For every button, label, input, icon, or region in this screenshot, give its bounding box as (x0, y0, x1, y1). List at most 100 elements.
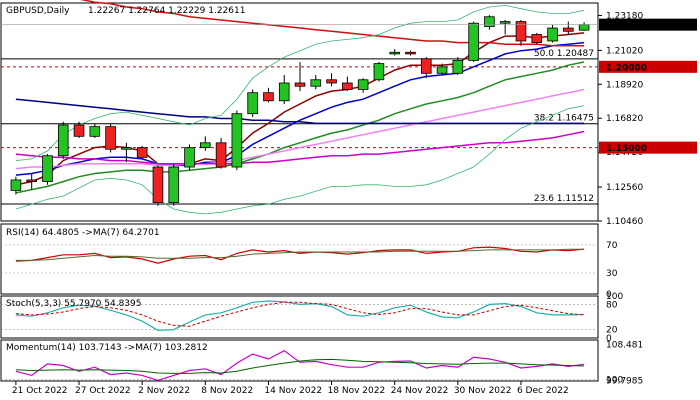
candle-body (326, 79, 337, 84)
candle-body (452, 59, 464, 74)
candle-body (26, 179, 37, 182)
y-tick-label: 0 (606, 334, 612, 344)
y-tick-label: 100 (606, 376, 623, 386)
y-tick-label: 30 (606, 269, 618, 279)
x-tick-label: 30 Nov 2022 (454, 386, 512, 396)
level-price-label: 1.15000 (606, 144, 647, 154)
candle-body (515, 21, 527, 42)
candle-body (547, 27, 558, 42)
candle-body (136, 147, 148, 158)
candle-body (42, 155, 53, 182)
y-tick-label: 80 (606, 300, 618, 310)
series-line-0 (15, 300, 585, 332)
series-line-0 (15, 349, 585, 382)
candle-body (357, 79, 369, 90)
y-tick-label: 99.7985 (606, 376, 643, 386)
x-tick-label: 14 Nov 2022 (264, 386, 322, 396)
series-line-1 (15, 248, 585, 261)
y-tick-label: 1.18920 (606, 80, 643, 90)
candle-body (215, 142, 227, 168)
y-tick-label: 1.21020 (606, 46, 643, 56)
x-tick-label: 18 Nov 2022 (328, 386, 386, 396)
candle-body (105, 126, 116, 150)
series-line-0 (15, 246, 585, 264)
candle-body (310, 79, 322, 87)
candle-body (436, 66, 448, 74)
candle-body (231, 113, 243, 168)
candle-body (89, 126, 101, 137)
overlay-line-3 (15, 88, 585, 170)
candle-body (294, 82, 306, 87)
overlay-line-6 (15, 98, 585, 125)
candle-body (168, 166, 180, 203)
x-tick-label: 6 Dec 2022 (517, 386, 569, 396)
overlay-line-5 (80, 0, 585, 47)
y-tick-label: 1.12560 (606, 183, 643, 193)
candle-body (420, 58, 432, 74)
candle-body (389, 51, 400, 55)
pane-border (0, 339, 599, 382)
series-line-1 (15, 301, 585, 327)
level-price-box (599, 141, 697, 154)
x-tick-label: 24 Nov 2022 (391, 386, 449, 396)
candle-body (578, 24, 590, 31)
overlay-line-7 (15, 4, 585, 161)
candle-body (184, 147, 195, 168)
rsi-pane: 70 30 0 (0, 223, 618, 300)
candle-body (152, 166, 164, 203)
candle-body (57, 124, 69, 157)
level-price-label: 1.20000 (606, 63, 647, 73)
fib-level-label: 38.2 1.16475 (534, 114, 594, 124)
candle-body (10, 179, 22, 191)
momentum-title: Momentum(14) 103.7143 ->MA(7) 103.2812 (6, 343, 208, 353)
ohlc-header: 1.22267 1.22764 1.22229 1.22611 (88, 6, 245, 16)
rsi-title: RSI(14) 64.4805 ->MA(7) 64.2701 (6, 228, 160, 238)
series-line-1 (15, 358, 585, 374)
pane-border (0, 2, 599, 222)
chart-title: GBPUSD,Daily (6, 6, 70, 16)
candle-body (484, 16, 495, 27)
x-tick-label: 8 Nov 2022 (201, 386, 253, 396)
x-tick-label: 2 Nov 2022 (138, 386, 190, 396)
y-tick-label: 100 (606, 292, 623, 302)
candle-body (200, 142, 211, 149)
x-axis: 21 Oct 2022 27 Oct 2022 2 Nov 2022 8 Nov 20… (12, 381, 569, 396)
y-tick-label: 70 (606, 241, 618, 251)
candle-body (468, 22, 479, 61)
x-tick-label: 27 Oct 2022 (75, 386, 131, 396)
price-pane: 1.231801.210201.189201.168201.147201.125… (0, 0, 697, 227)
candle-body (73, 124, 85, 137)
pane-border (0, 295, 599, 339)
overlay-line-4 (15, 130, 585, 165)
overlay-line-8 (15, 105, 585, 215)
overlay-line-1 (15, 41, 585, 176)
candle-body (278, 82, 290, 102)
candle-body (531, 34, 543, 43)
candle-body (121, 147, 132, 150)
stoch-title: Stoch(5,3,3) 55.7970 54.8395 (6, 299, 141, 309)
candle-body (499, 21, 511, 24)
candle-body (405, 51, 416, 55)
level-price-box (599, 60, 697, 73)
overlay-line-2 (15, 61, 585, 194)
fib-level-label: 23.6 1.11512 (534, 194, 594, 204)
fib-level-label: 50.0 1.20487 (534, 49, 594, 59)
pane-border (0, 223, 599, 295)
candle-body (373, 63, 385, 81)
candle-body (342, 82, 353, 90)
y-tick-label: 1.10460 (606, 217, 643, 227)
x-tick-label: 21 Oct 2022 (12, 386, 68, 396)
y-tick-label: 0 (606, 290, 612, 300)
last-price-label: 1.22611 (606, 21, 647, 31)
candle-body (263, 92, 274, 102)
y-tick-label: 20 (606, 326, 618, 336)
candle-body (247, 92, 258, 115)
candle-body (563, 27, 574, 32)
y-tick-label: 1.23180 (606, 11, 643, 21)
y-tick-label: 108.481 (606, 341, 643, 351)
last-price-box (599, 18, 697, 31)
